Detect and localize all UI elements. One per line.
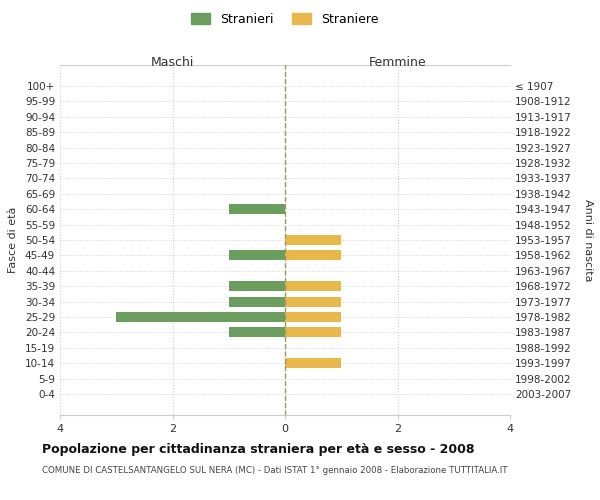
Bar [285, 312, 341, 322]
Legend: Stranieri, Straniere: Stranieri, Straniere [187, 8, 383, 30]
Bar [285, 250, 341, 260]
Text: COMUNE DI CASTELSANTANGELO SUL NERA (MC) - Dati ISTAT 1° gennaio 2008 - Elaboraz: COMUNE DI CASTELSANTANGELO SUL NERA (MC)… [42, 466, 508, 475]
Bar [229, 281, 285, 291]
Text: Femmine: Femmine [368, 56, 427, 69]
Y-axis label: Fasce di età: Fasce di età [8, 207, 18, 273]
Bar [229, 250, 285, 260]
Bar [285, 296, 341, 306]
Text: Maschi: Maschi [151, 56, 194, 69]
Bar [285, 358, 341, 368]
Bar [229, 204, 285, 214]
Bar [285, 235, 341, 245]
Bar [229, 296, 285, 306]
Bar [285, 328, 341, 338]
Y-axis label: Anni di nascita: Anni di nascita [583, 198, 593, 281]
Text: Popolazione per cittadinanza straniera per età e sesso - 2008: Popolazione per cittadinanza straniera p… [42, 442, 475, 456]
Bar [116, 312, 285, 322]
Bar [229, 328, 285, 338]
Bar [285, 281, 341, 291]
